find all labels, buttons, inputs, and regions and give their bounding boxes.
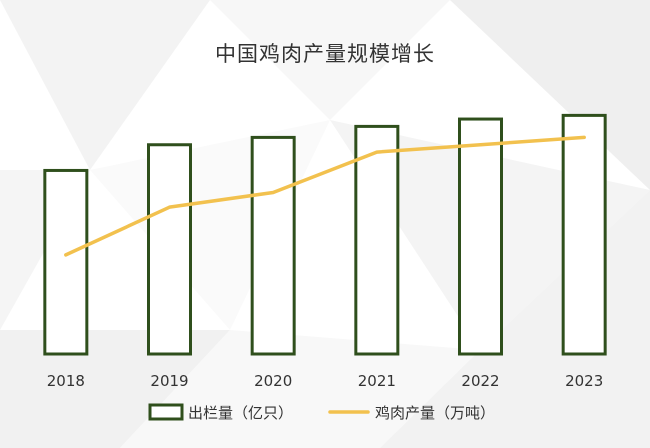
line-point-2018 bbox=[64, 253, 68, 257]
legend: 出栏量（亿只） 鸡肉产量（万吨） bbox=[148, 403, 495, 422]
bars bbox=[43, 113, 607, 356]
bar-2020 bbox=[250, 135, 296, 356]
bar-2022 bbox=[458, 117, 503, 356]
line-series bbox=[64, 135, 586, 257]
x-tick-label: 2021 bbox=[358, 372, 396, 390]
bar-2019 bbox=[147, 143, 192, 356]
x-tick-label: 2023 bbox=[565, 372, 603, 390]
x-tick-label: 2022 bbox=[461, 372, 499, 390]
bar-2023 bbox=[561, 113, 607, 356]
line-point-2021 bbox=[375, 150, 379, 154]
chart-title: 中国鸡肉产量规模增长 bbox=[215, 42, 435, 66]
x-axis-ticks: 2018 2019 2020 2021 2022 2023 bbox=[47, 372, 604, 390]
bar-2018 bbox=[43, 168, 89, 356]
line-point-2022 bbox=[479, 143, 482, 147]
x-tick-label: 2019 bbox=[150, 372, 188, 390]
bar-2021 bbox=[354, 124, 400, 356]
legend-label-bar: 出栏量（亿只） bbox=[188, 404, 293, 422]
line-path bbox=[64, 135, 586, 257]
line-point-2023 bbox=[582, 135, 586, 139]
x-tick-label: 2020 bbox=[254, 372, 292, 390]
x-tick-label: 2018 bbox=[47, 372, 85, 390]
line-point-2019 bbox=[168, 205, 171, 209]
line-point-2020 bbox=[271, 190, 275, 194]
legend-swatch-bar bbox=[148, 403, 184, 421]
legend-label-line: 鸡肉产量（万吨） bbox=[375, 404, 495, 422]
